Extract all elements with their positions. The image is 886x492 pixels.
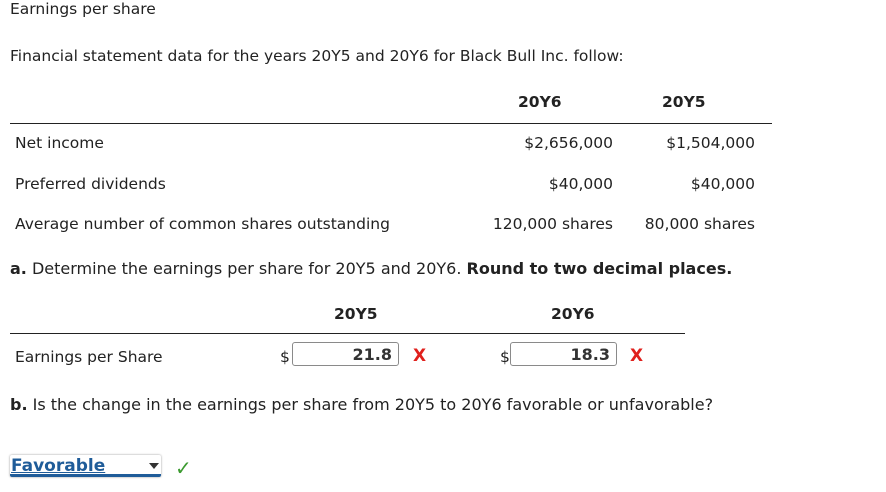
chevron-down-icon[interactable] <box>149 463 159 469</box>
part-b-text: Is the change in the earnings per share … <box>27 395 714 414</box>
favorability-select[interactable]: Favorable <box>10 455 161 477</box>
incorrect-x-icon: X <box>413 346 427 366</box>
eps-row-label: Earnings per Share <box>15 348 163 366</box>
net-income-20y5: $1,504,000 <box>666 134 755 152</box>
part-a-instruction: Round to two decimal places. <box>466 259 733 278</box>
shares-outstanding-20y6: 120,000 shares <box>492 215 613 233</box>
currency-symbol: $ <box>500 348 510 366</box>
correct-check-icon: ✓ <box>175 456 192 480</box>
row-label-net-income: Net income <box>15 134 104 152</box>
preferred-dividends-20y5: $40,000 <box>690 175 755 193</box>
part-b-prefix: b. <box>10 395 28 414</box>
eps-header-rule <box>10 333 685 334</box>
page-title: Earnings per share <box>10 0 156 18</box>
part-a-question: a. Determine the earnings per share for … <box>10 259 732 278</box>
shares-outstanding-20y5: 80,000 shares <box>644 215 755 233</box>
col-header-20y6: 20Y6 <box>518 93 562 111</box>
incorrect-x-icon: X <box>630 346 644 366</box>
eps-20y5-input[interactable]: 21.8 <box>292 342 399 366</box>
row-label-preferred-dividends: Preferred dividends <box>15 175 166 193</box>
preferred-dividends-20y6: $40,000 <box>548 175 613 193</box>
eps-20y6-input[interactable]: 18.3 <box>510 342 617 366</box>
col-header-20y5: 20Y5 <box>662 93 706 111</box>
header-rule <box>10 123 772 124</box>
row-label-shares-outstanding: Average number of common shares outstand… <box>15 215 390 233</box>
intro-text: Financial statement data for the years 2… <box>10 47 624 65</box>
currency-symbol: $ <box>280 348 290 366</box>
part-a-prefix: a. <box>10 259 27 278</box>
eps-col-header-20y6: 20Y6 <box>551 305 595 323</box>
favorability-select-value: Favorable <box>11 456 106 476</box>
eps-col-header-20y5: 20Y5 <box>334 305 378 323</box>
part-b-question: b. Is the change in the earnings per sha… <box>10 395 713 414</box>
part-a-text: Determine the earnings per share for 20Y… <box>26 259 467 278</box>
net-income-20y6: $2,656,000 <box>524 134 613 152</box>
